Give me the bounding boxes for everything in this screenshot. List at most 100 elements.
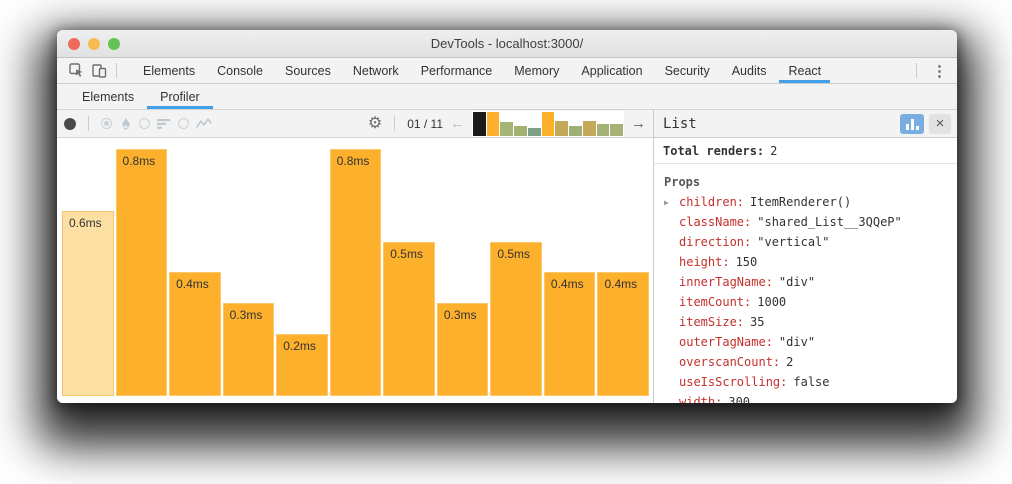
commit-bar-label: 0.8ms	[122, 154, 156, 168]
main-tab-elements[interactable]: Elements	[143, 63, 196, 78]
flamegraph-radio[interactable]	[101, 118, 112, 129]
commit-bar-label: 0.8ms	[336, 154, 370, 168]
main-tab-list: Elements Console Sources Network Performance…	[132, 58, 832, 83]
commit-bar-label: 0.4ms	[176, 277, 209, 291]
prop-value: 35	[750, 315, 765, 329]
commit-bar-7[interactable]: 0.5ms	[383, 242, 435, 396]
commit-bar-label: 0.2ms	[283, 339, 316, 353]
inspect-element-icon[interactable]	[69, 63, 84, 78]
flamegraph-icon	[119, 116, 132, 131]
snapshot-index-label: 01 / 11	[407, 116, 443, 131]
react-devtools-tab-bar: Elements Profiler	[57, 84, 957, 110]
commit-bar-3[interactable]: 0.4ms	[169, 272, 221, 396]
prop-row-direction: direction: "vertical"	[654, 232, 957, 252]
commit-bar-8[interactable]: 0.3ms	[436, 303, 489, 396]
main-tab-sources[interactable]: Sources	[284, 63, 331, 78]
main-tab-console[interactable]: Console	[217, 63, 263, 78]
minimap-bar-3[interactable]	[500, 122, 514, 136]
minimap-bar-4[interactable]	[514, 125, 527, 136]
view-component-chart-button[interactable]	[900, 113, 924, 134]
commit-bar-label: 0.3ms	[229, 308, 263, 322]
minimap-bar-11[interactable]	[610, 123, 624, 136]
commit-minimap	[472, 110, 624, 137]
profiler-left-pane: ⚙ 01 / 11 ← → 0.6ms 0.8ms 0.4ms 0.3ms 0.2ms 0…	[57, 110, 654, 403]
bar-chart-icon	[905, 123, 909, 130]
minimap-bar-1[interactable]	[473, 111, 486, 136]
commit-bar-11[interactable]: 0.4ms	[597, 272, 650, 396]
main-tab-security[interactable]: Security	[664, 63, 710, 78]
profiler-toolbar: ⚙ 01 / 11 ← →	[57, 110, 653, 138]
minimap-bar-2[interactable]	[486, 111, 500, 136]
details-body: Total renders: 2 Props ▶ children: ItemRend…	[654, 138, 957, 403]
close-window-button[interactable]	[68, 38, 80, 50]
close-details-icon[interactable]: ×	[929, 113, 951, 134]
minimap-bar-5[interactable]	[527, 128, 541, 136]
commit-bar-9[interactable]: 0.5ms	[490, 242, 542, 396]
interactions-radio[interactable]	[178, 118, 189, 129]
minimap-bar-6[interactable]	[541, 111, 555, 136]
more-options-icon[interactable]: ⋮	[932, 62, 947, 80]
total-renders-row: Total renders: 2	[654, 138, 957, 164]
prop-value: "vertical"	[757, 235, 830, 249]
total-renders-label: Total renders:	[663, 144, 765, 158]
zoom-window-button[interactable]	[108, 38, 120, 50]
minimap-bar-7[interactable]	[555, 120, 569, 136]
minimap-bar-10[interactable]	[596, 123, 610, 136]
window-title: DevTools - localhost:3000/	[430, 36, 584, 51]
prop-value: "div"	[778, 335, 816, 349]
record-profile-button[interactable]	[64, 117, 76, 130]
commit-bar-1[interactable]: 0.6ms	[62, 211, 114, 396]
disclosure-triangle-icon[interactable]: ▶	[664, 197, 669, 207]
prop-value: 1000	[757, 295, 787, 309]
toolbar-divider	[394, 116, 396, 131]
prop-row-height: height: 150	[654, 252, 957, 272]
commit-bar-6[interactable]: 0.8ms	[329, 149, 382, 396]
prop-row-outerTagName: outerTagName: "div"	[654, 332, 957, 352]
prop-row-useIsScrolling: useIsScrolling: false	[654, 372, 957, 392]
main-tab-memory[interactable]: Memory	[514, 63, 560, 78]
minimap-bar-9[interactable]	[582, 120, 596, 136]
commit-bar-4[interactable]: 0.3ms	[222, 303, 275, 396]
react-tab-elements[interactable]: Elements	[82, 89, 135, 104]
prop-value: ItemRenderer()	[750, 195, 852, 209]
prop-name: children:	[679, 195, 745, 209]
prop-row-className: className: "shared_List__3QQeP"	[654, 212, 957, 232]
commit-bar-5[interactable]: 0.2ms	[276, 334, 328, 396]
prop-name: overscanCount:	[679, 355, 781, 369]
previous-commit-icon[interactable]: ←	[450, 115, 465, 132]
settings-gear-icon[interactable]: ⚙	[367, 114, 383, 132]
bar-chart-icon	[910, 118, 914, 130]
component-details-pane: List × Total renders: 2 Props ▶ children: I…	[654, 110, 957, 403]
commit-bar-label: 0.6ms	[69, 216, 102, 230]
ranked-chart-icon	[157, 118, 171, 130]
device-toolbar-icon[interactable]	[92, 63, 107, 78]
main-tab-performance[interactable]: Performance	[420, 63, 493, 78]
minimap-bar-8[interactable]	[569, 125, 582, 136]
react-tab-profiler[interactable]: Profiler	[147, 84, 213, 109]
commit-bar-label: 0.3ms	[443, 308, 477, 322]
commit-bar-2[interactable]: 0.8ms	[115, 149, 168, 396]
commit-bar-10[interactable]: 0.4ms	[543, 272, 596, 396]
ranked-radio[interactable]	[139, 118, 150, 129]
prop-value: 300	[728, 395, 751, 403]
prop-name: height:	[679, 255, 730, 269]
commit-bar-chart: 0.6ms 0.8ms 0.4ms 0.3ms 0.2ms 0.8ms 0.5ms 0.3ms…	[57, 138, 653, 403]
minimize-window-button[interactable]	[88, 38, 100, 50]
bar-chart-icon	[915, 125, 919, 130]
main-tab-react[interactable]: React	[777, 58, 832, 83]
main-tab-network[interactable]: Network	[352, 63, 399, 78]
next-commit-icon[interactable]: →	[631, 115, 646, 132]
commit-bar-label: 0.5ms	[390, 247, 423, 261]
props-section-label: Props	[664, 175, 701, 189]
prop-row-innerTagName: innerTagName: "div"	[654, 272, 957, 292]
prop-name: innerTagName:	[679, 275, 773, 289]
prop-name: itemCount:	[679, 295, 752, 309]
menu-divider	[916, 63, 917, 78]
main-tab-audits[interactable]: Audits	[731, 63, 767, 78]
prop-row-itemCount: itemCount: 1000	[654, 292, 957, 312]
main-tab-application[interactable]: Application	[581, 63, 643, 78]
prop-name: direction:	[679, 235, 752, 249]
prop-row-itemSize: itemSize: 35	[654, 312, 957, 332]
prop-name: itemSize:	[679, 315, 745, 329]
total-renders-value: 2	[770, 144, 778, 158]
